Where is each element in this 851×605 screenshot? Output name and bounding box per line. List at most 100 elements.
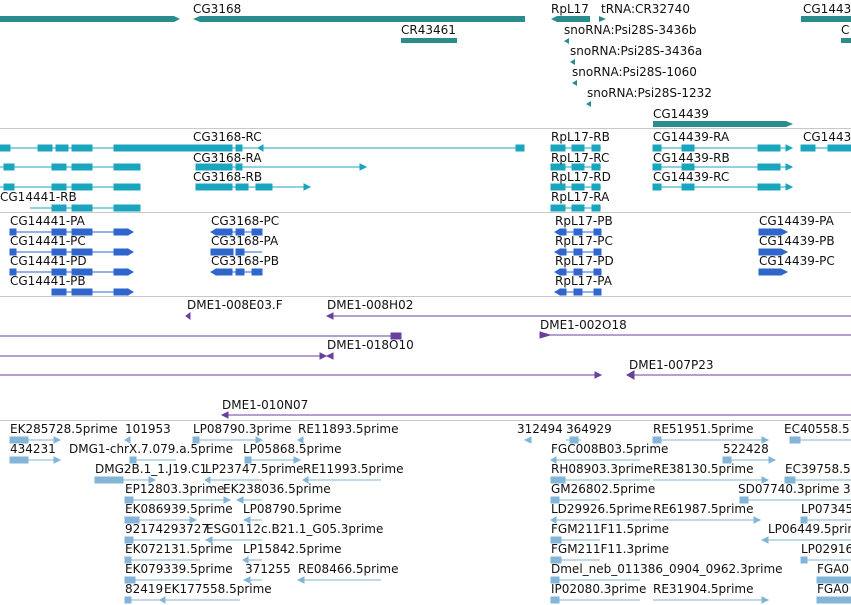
protein-cg3168-pc-glyph[interactable] bbox=[210, 228, 263, 236]
protein-cg3168-pa-glyph[interactable] bbox=[210, 248, 262, 256]
est-re08466-glyph[interactable] bbox=[296, 576, 381, 584]
transcript-cg14441-ra-glyph[interactable] bbox=[0, 144, 201, 152]
gene-snorna-1232-arrow[interactable] bbox=[586, 101, 591, 107]
bac-dme1-002o18-glyph[interactable] bbox=[539, 331, 851, 339]
est-dmg1-chrx-glyph[interactable] bbox=[129, 456, 176, 464]
est-gm26802-glyph[interactable] bbox=[550, 496, 600, 504]
est-lp02916-glyph[interactable] bbox=[800, 556, 851, 564]
est-re38130-glyph[interactable] bbox=[653, 476, 770, 484]
bac-dme1-007p23-glyph[interactable] bbox=[625, 370, 851, 380]
transcript-cg1443-edge-glyph[interactable] bbox=[800, 144, 851, 152]
transcript-cg3168-rc-glyph[interactable] bbox=[195, 144, 525, 152]
gene-snorna-3436b-arrow[interactable] bbox=[564, 38, 569, 44]
est-522428-glyph[interactable] bbox=[722, 456, 777, 464]
transcript-cg3168-ra-glyph[interactable] bbox=[195, 163, 368, 171]
est-82419-glyph[interactable] bbox=[124, 596, 160, 604]
protein-cg14441-pc-glyph[interactable] bbox=[9, 248, 134, 256]
est-ek072131-glyph[interactable] bbox=[124, 556, 200, 564]
transcript-cg14439-rc-glyph[interactable] bbox=[652, 183, 794, 191]
est-lp23747-glyph[interactable] bbox=[204, 476, 262, 484]
gene-rpl17-bar[interactable] bbox=[551, 16, 590, 22]
protein-cg14441-pb-glyph[interactable] bbox=[51, 288, 134, 296]
gene-cr43461-bar[interactable] bbox=[401, 38, 457, 43]
protein-cg14441-pa-glyph[interactable] bbox=[9, 228, 134, 236]
est-fga0-2-glyph[interactable] bbox=[816, 596, 851, 604]
protein-cg14439-pb-glyph[interactable] bbox=[758, 248, 789, 256]
est-re11893-glyph[interactable] bbox=[297, 436, 304, 444]
est-ek177558-glyph[interactable] bbox=[159, 596, 240, 604]
protein-rpl17-pd-glyph[interactable] bbox=[554, 268, 602, 276]
protein-rpl17-pa-glyph[interactable] bbox=[554, 288, 602, 296]
est-ip02080-glyph[interactable] bbox=[550, 596, 640, 604]
transcript-cg14439-rb-glyph[interactable] bbox=[652, 163, 794, 171]
est-re51951-glyph[interactable] bbox=[652, 436, 770, 444]
transcript-rpl17-rc-glyph[interactable] bbox=[550, 163, 601, 171]
est-dmg2b-glyph[interactable] bbox=[94, 476, 157, 484]
bac-left-arrow-bar[interactable] bbox=[0, 332, 402, 340]
gene-cg3168-left-bar[interactable] bbox=[0, 16, 180, 22]
transcript-cg14441-rc-glyph[interactable] bbox=[0, 163, 141, 171]
bac-label-dme1-007p23: DME1-007P23 bbox=[629, 358, 714, 372]
est-ek238036-glyph[interactable] bbox=[235, 496, 262, 504]
est-re31904-glyph[interactable] bbox=[653, 596, 770, 604]
transcript-cg14441-rb-glyph[interactable] bbox=[30, 204, 141, 212]
transcript-cg14439-ra-glyph[interactable] bbox=[652, 144, 794, 152]
est-ep12803-glyph[interactable] bbox=[124, 496, 232, 504]
bac-dme1-008h02-glyph[interactable] bbox=[325, 312, 851, 320]
transcript-cg3168-rb-glyph[interactable] bbox=[195, 183, 312, 191]
bac-left-line-2[interactable] bbox=[0, 371, 603, 379]
est-re11993-glyph[interactable] bbox=[302, 476, 381, 484]
est-lp15842-glyph[interactable] bbox=[242, 556, 262, 564]
est-434231-glyph[interactable] bbox=[9, 456, 62, 464]
gene-cg1443-edge-bar[interactable] bbox=[801, 16, 851, 22]
protein-cg14439-pa-glyph[interactable] bbox=[758, 228, 789, 236]
est-ec40558-glyph[interactable] bbox=[789, 436, 851, 444]
est-312494-glyph[interactable] bbox=[523, 436, 532, 444]
transcript-rpl17-rd-glyph[interactable] bbox=[550, 183, 601, 191]
est-lp08790-5-glyph[interactable] bbox=[242, 516, 262, 524]
protein-rpl17-pc-glyph[interactable] bbox=[554, 248, 602, 256]
est-ek079339-glyph[interactable] bbox=[124, 576, 200, 584]
protein-cg3168-pb-glyph[interactable] bbox=[210, 268, 263, 276]
est-dmel-neb-glyph[interactable] bbox=[550, 576, 640, 584]
est-371255-glyph[interactable] bbox=[242, 576, 262, 584]
est-ld29926-glyph[interactable] bbox=[550, 516, 650, 524]
protein-cg14439-pc-glyph[interactable] bbox=[758, 268, 789, 276]
gene-label-rpl17: RpL17 bbox=[551, 2, 589, 16]
est-fgm211f11-3-glyph[interactable] bbox=[550, 556, 600, 564]
gene-trna-arrow[interactable] bbox=[599, 16, 606, 22]
gene-cg3168-bar[interactable] bbox=[193, 16, 525, 22]
est-92174293727-glyph[interactable] bbox=[124, 536, 200, 544]
gene-snorna-1060-arrow[interactable] bbox=[572, 80, 577, 86]
est-ec39758-glyph[interactable] bbox=[784, 476, 851, 484]
est-re61987-glyph[interactable] bbox=[653, 516, 762, 524]
protein-rpl17-pb-glyph[interactable] bbox=[554, 228, 602, 236]
est-fga0-1-glyph[interactable] bbox=[816, 576, 851, 584]
protein-label-rpl17-pc: RpL17-PC bbox=[555, 234, 613, 248]
bac-dme1-008e03-glyph[interactable] bbox=[185, 312, 191, 320]
est-lp08790-3-glyph[interactable] bbox=[192, 436, 264, 444]
est-ek285728-glyph[interactable] bbox=[9, 436, 62, 444]
est-ek086939-glyph[interactable] bbox=[124, 516, 198, 524]
transcript-rpl17-rb-glyph[interactable] bbox=[550, 144, 601, 152]
protein-cg14441-pd-glyph[interactable] bbox=[9, 268, 134, 276]
gene-c-edge-bar[interactable] bbox=[841, 38, 851, 43]
est-label-esg0112c: ESG0112c.B21.1_G05.3prime bbox=[206, 522, 384, 536]
transcript-rpl17-ra-glyph[interactable] bbox=[550, 204, 601, 212]
est-364929-glyph[interactable] bbox=[566, 436, 581, 444]
gene-snorna-3436a-arrow[interactable] bbox=[570, 59, 575, 65]
est-lp06449-glyph[interactable] bbox=[760, 536, 851, 544]
est-sd07740-glyph[interactable] bbox=[739, 496, 851, 504]
est-fgm211f11-5-glyph[interactable] bbox=[550, 536, 600, 544]
est-rh08903-glyph[interactable] bbox=[550, 476, 650, 484]
transcript-cg14441-rd-glyph[interactable] bbox=[0, 183, 141, 191]
bac-dme1-018o10-glyph[interactable] bbox=[0, 352, 334, 360]
est-esg0112c-glyph[interactable] bbox=[204, 536, 262, 544]
gene-cg14439-bar[interactable] bbox=[653, 121, 793, 127]
bac-dme1-010n07-glyph[interactable] bbox=[220, 411, 851, 419]
est-lp05868-glyph[interactable] bbox=[244, 456, 302, 464]
est-lp07345-glyph[interactable] bbox=[800, 516, 851, 524]
est-101953-glyph[interactable] bbox=[124, 436, 131, 444]
est-fgc008b03-glyph[interactable] bbox=[550, 456, 640, 464]
